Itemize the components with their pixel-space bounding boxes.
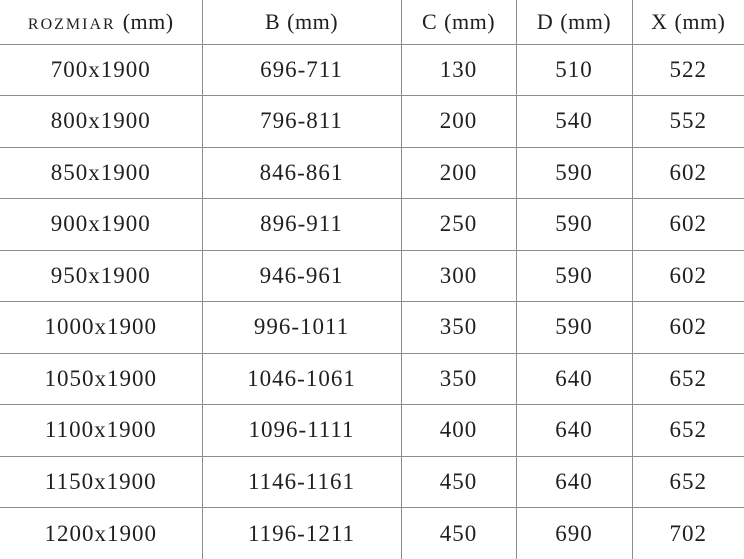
cell-c: 350 [400, 301, 517, 354]
cell-rozmiar: 850x1900 [0, 146, 203, 199]
cell-x: 652 [631, 352, 744, 405]
table-body: 700x1900 696-711 130 510 522 800x1900 79… [0, 43, 744, 559]
cell-b: 1196-1211 [201, 507, 402, 559]
cell-d: 590 [515, 301, 633, 354]
cell-b: 996-1011 [201, 301, 402, 354]
cell-d: 540 [515, 95, 633, 148]
table-row: 900x1900 896-911 250 590 602 [0, 198, 744, 251]
column-header-label: D [536, 8, 554, 34]
cell-d: 590 [515, 146, 633, 199]
cell-rozmiar: 1100x1900 [0, 404, 203, 457]
column-header-unit: (mm) [122, 8, 174, 34]
cell-b: 946-961 [201, 249, 402, 302]
cell-rozmiar: 1000x1900 [0, 301, 203, 354]
cell-c: 450 [400, 507, 517, 559]
column-header-unit: (mm) [674, 8, 726, 34]
cell-x: 652 [631, 455, 744, 508]
column-header-c: C (mm) [400, 0, 517, 45]
column-header-label: C [421, 8, 438, 34]
cell-c: 300 [400, 249, 517, 302]
cell-x: 552 [631, 95, 744, 148]
cell-b: 896-911 [201, 198, 402, 251]
cell-x: 602 [631, 301, 744, 354]
table-row: 850x1900 846-861 200 590 602 [0, 146, 744, 199]
table-row: 1200x1900 1196-1211 450 690 702 [0, 507, 744, 559]
table-row: 800x1900 796-811 200 540 552 [0, 95, 744, 148]
cell-x: 602 [631, 146, 744, 199]
cell-x: 602 [631, 249, 744, 302]
column-header-unit: (mm) [560, 8, 612, 34]
column-header-unit: (mm) [444, 8, 496, 34]
column-header-unit: (mm) [287, 8, 339, 34]
column-header-label: X [651, 8, 668, 34]
cell-d: 640 [515, 404, 633, 457]
cell-d: 640 [515, 455, 633, 508]
cell-rozmiar: 1150x1900 [0, 455, 203, 508]
column-header-label: ROZMIAR [27, 15, 116, 33]
cell-d: 690 [515, 507, 633, 559]
cell-x: 602 [631, 198, 744, 251]
table-row: 1000x1900 996-1011 350 590 602 [0, 301, 744, 354]
cell-x: 522 [631, 43, 744, 96]
cell-c: 130 [400, 43, 517, 96]
table-row: 1050x1900 1046-1061 350 640 652 [0, 352, 744, 405]
cell-d: 640 [515, 352, 633, 405]
table-row: 950x1900 946-961 300 590 602 [0, 249, 744, 302]
column-header-rozmiar: ROZMIAR (mm) [0, 0, 203, 45]
table-row: 1150x1900 1146-1161 450 640 652 [0, 455, 744, 508]
cell-rozmiar: 1200x1900 [0, 507, 203, 559]
cell-b: 796-811 [201, 95, 402, 148]
cell-x: 652 [631, 404, 744, 457]
cell-rozmiar: 900x1900 [0, 198, 203, 251]
cell-b: 1096-1111 [201, 404, 402, 457]
column-header-d: D (mm) [515, 0, 633, 45]
cell-b: 1046-1061 [201, 352, 402, 405]
cell-d: 510 [515, 43, 633, 96]
cell-c: 200 [400, 146, 517, 199]
table-row: 1100x1900 1096-1111 400 640 652 [0, 404, 744, 457]
column-header-label: B [264, 8, 281, 34]
cell-c: 250 [400, 198, 517, 251]
cell-c: 450 [400, 455, 517, 508]
cell-b: 1146-1161 [201, 455, 402, 508]
column-header-x: X (mm) [631, 0, 744, 45]
cell-x: 702 [631, 507, 744, 559]
table-header-row: ROZMIAR (mm) B (mm) C (mm) D (mm) X (mm) [0, 0, 744, 45]
cell-rozmiar: 1050x1900 [0, 352, 203, 405]
cell-rozmiar: 700x1900 [0, 43, 203, 96]
cell-d: 590 [515, 198, 633, 251]
cell-rozmiar: 800x1900 [0, 95, 203, 148]
cell-b: 696-711 [201, 43, 402, 96]
table-row: 700x1900 696-711 130 510 522 [0, 43, 744, 96]
cell-c: 200 [400, 95, 517, 148]
column-header-b: B (mm) [201, 0, 402, 45]
cell-d: 590 [515, 249, 633, 302]
cell-rozmiar: 950x1900 [0, 249, 203, 302]
cell-b: 846-861 [201, 146, 402, 199]
cell-c: 400 [400, 404, 517, 457]
cell-c: 350 [400, 352, 517, 405]
